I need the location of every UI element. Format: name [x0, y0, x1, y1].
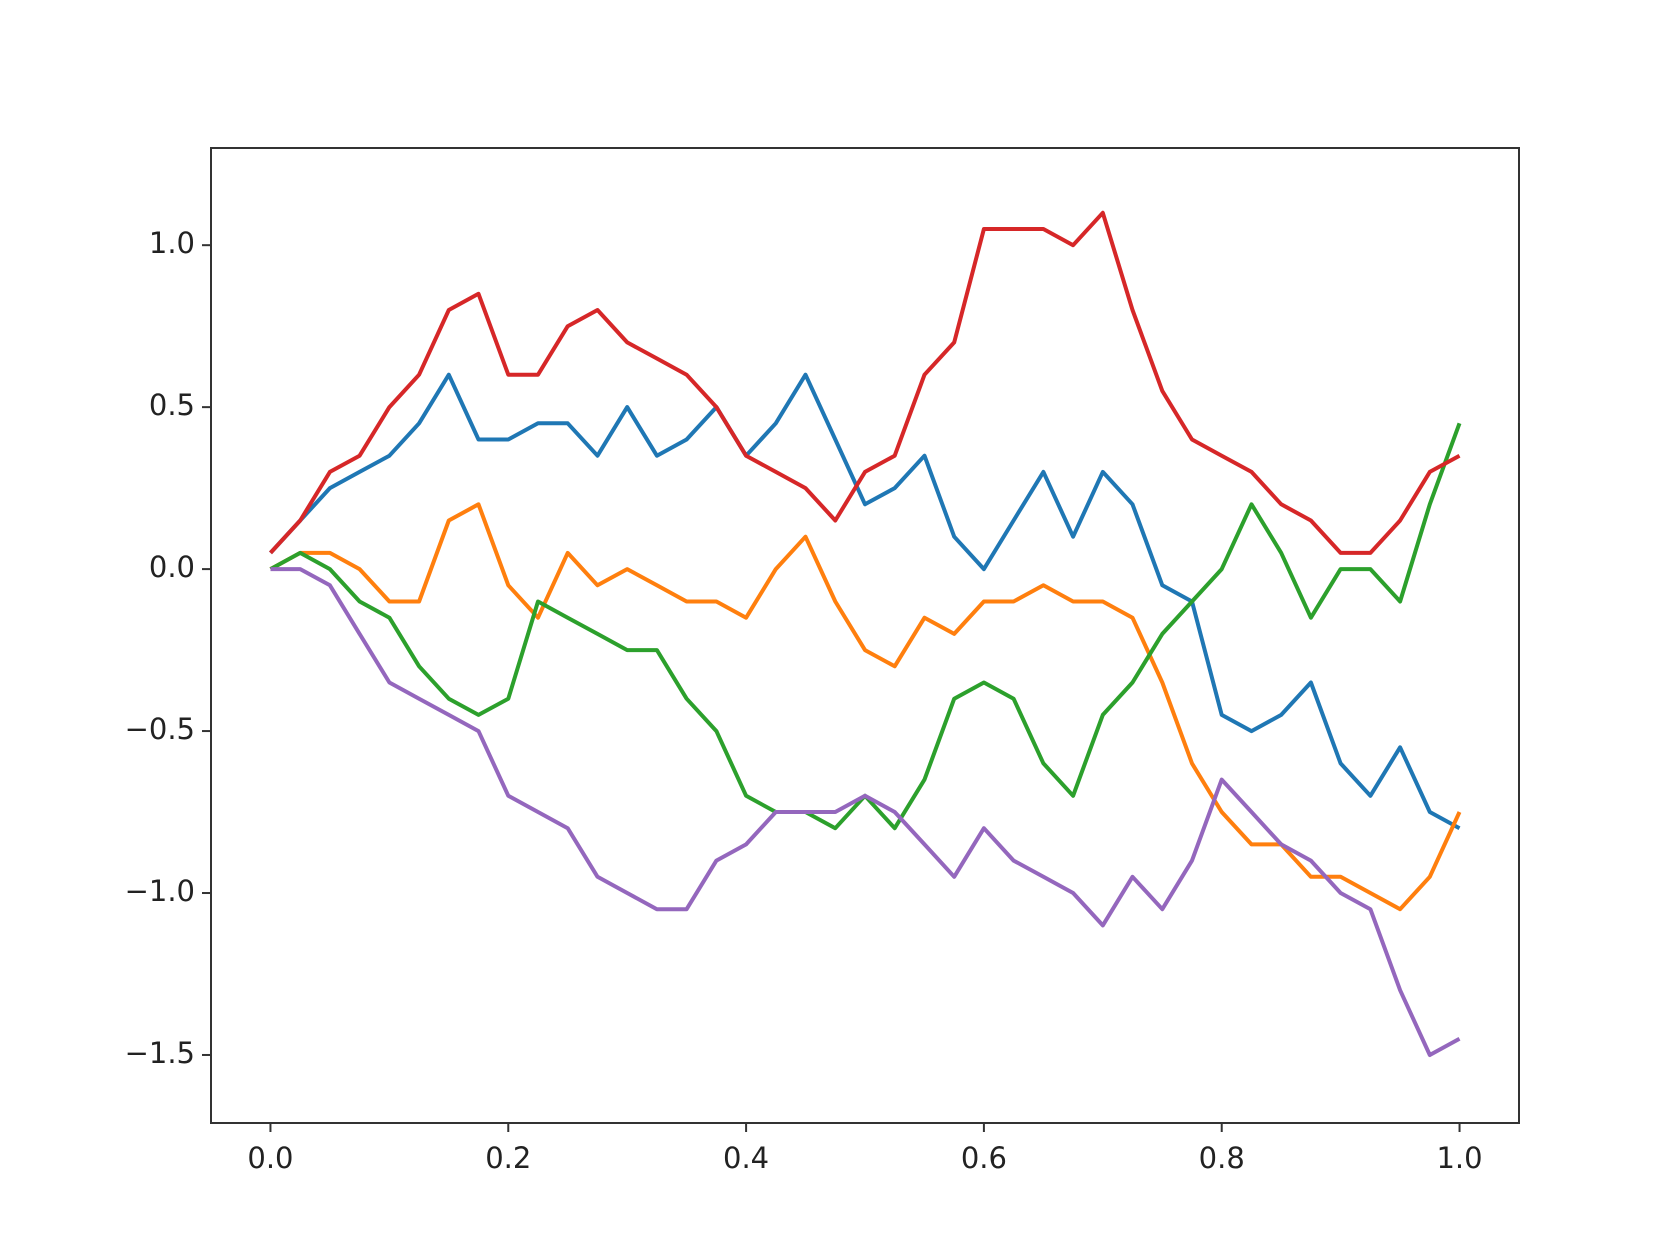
x-tick-label: 0.4 — [723, 1141, 769, 1175]
y-tick-label: −1.5 — [125, 1036, 195, 1070]
line-series — [270, 567, 1461, 1057]
y-tick-label: 0.0 — [149, 550, 195, 584]
x-tick-label: 1.0 — [1436, 1141, 1482, 1175]
line-series — [269, 372, 1461, 830]
y-tick-label: 0.5 — [149, 388, 195, 422]
line-series — [269, 422, 1462, 831]
x-tick-label: 0.2 — [485, 1141, 531, 1175]
x-tick-label: 0.0 — [247, 1141, 293, 1175]
y-tick-label: −1.0 — [125, 874, 195, 908]
y-tick-label: 1.0 — [149, 226, 195, 260]
y-tick-label: −0.5 — [125, 712, 195, 746]
line-series — [269, 502, 1462, 912]
line-series — [269, 210, 1461, 555]
axes-frame — [210, 147, 1520, 1124]
x-tick-label: 0.8 — [1199, 1141, 1245, 1175]
x-tick-label: 0.6 — [961, 1141, 1007, 1175]
